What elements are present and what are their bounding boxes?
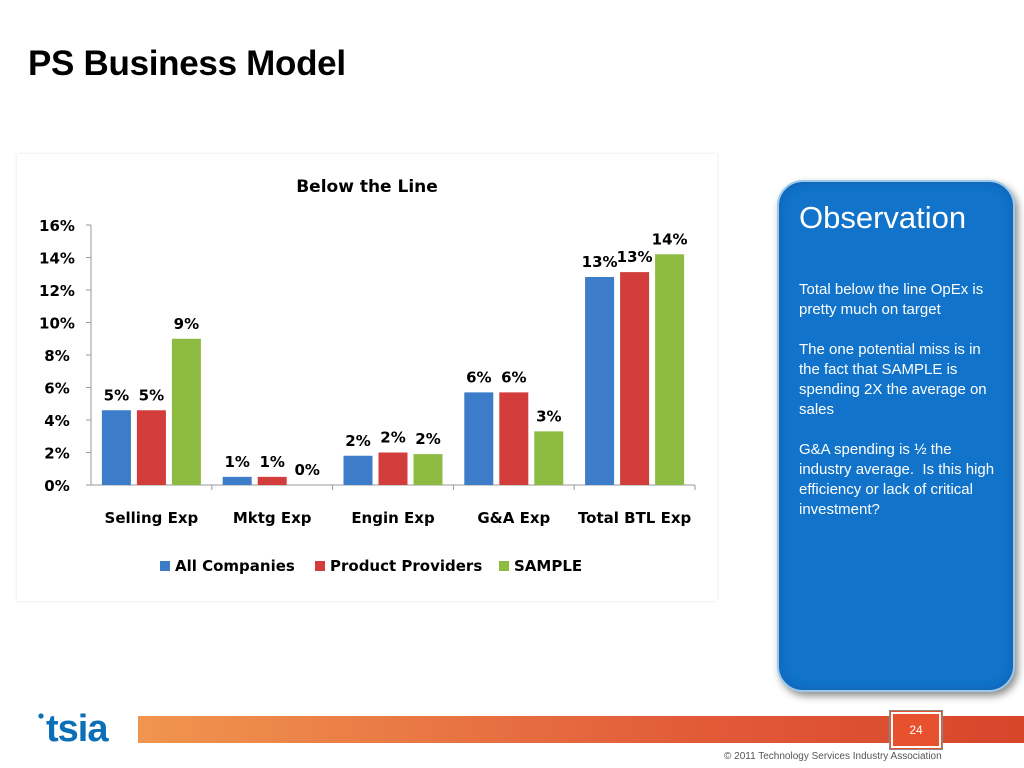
observation-panel: Observation Total below the line OpEx is… — [777, 180, 1015, 692]
data-label: 1% — [224, 453, 249, 471]
data-label: 13% — [582, 253, 618, 271]
x-tick-label: G&A Exp — [477, 509, 550, 527]
slide-title: PS Business Model — [28, 44, 346, 83]
bar — [464, 392, 494, 485]
footer-bar — [138, 716, 1024, 743]
bar — [534, 431, 564, 485]
observation-heading: Observation — [799, 200, 967, 235]
data-label: 5% — [104, 386, 129, 404]
legend-swatch — [160, 561, 170, 571]
bar — [499, 392, 529, 485]
data-label: 0% — [294, 461, 319, 479]
bar — [136, 410, 166, 485]
bar — [101, 410, 131, 485]
bar — [413, 454, 443, 485]
x-tick-label: Mktg Exp — [233, 509, 312, 527]
legend-swatch — [499, 561, 509, 571]
x-tick-label: Engin Exp — [351, 509, 435, 527]
page-number: 24 — [889, 710, 943, 750]
data-label: 1% — [259, 453, 284, 471]
observation-paragraph: Total below the line OpEx is pretty much… — [799, 281, 988, 318]
bar — [378, 452, 408, 485]
bar — [222, 476, 252, 485]
data-label: 6% — [501, 368, 526, 386]
bar — [655, 254, 685, 485]
observation-paragraph: The one potential miss is in the fact th… — [799, 341, 991, 418]
copyright-text: © 2011 Technology Services Industry Asso… — [724, 751, 942, 762]
data-label: 2% — [380, 429, 405, 447]
tsia-logo: tsia — [38, 708, 110, 748]
data-label: 13% — [617, 248, 653, 266]
chart-panel: Below the Line 0% 2% 4% 6% 8% 10% 12% 14% 16% Sel… — [17, 154, 717, 601]
y-tick-label: 4% — [44, 412, 69, 430]
x-tick-label: Selling Exp — [105, 509, 199, 527]
legend-label: Product Providers — [330, 557, 482, 575]
observation-paragraph: G&A spending is ½ the industry average. … — [799, 441, 999, 518]
chart-title: Below the Line — [296, 177, 438, 197]
y-tick-label: 6% — [44, 380, 69, 398]
data-label: 2% — [415, 430, 440, 448]
y-tick-label: 2% — [44, 445, 69, 463]
y-tick-label: 16% — [39, 217, 75, 235]
legend-swatch — [315, 561, 325, 571]
bar — [343, 455, 373, 485]
data-label: 14% — [652, 230, 688, 248]
x-tick-label: Total BTL Exp — [578, 509, 692, 527]
bar — [620, 272, 650, 485]
bar-chart: Below the Line 0% 2% 4% 6% 8% 10% 12% 14% 16% Sel… — [39, 177, 696, 575]
y-tick-label: 10% — [39, 315, 75, 333]
legend-label: All Companies — [175, 557, 295, 575]
y-tick-label: 12% — [39, 282, 75, 300]
data-label: 9% — [174, 315, 199, 333]
data-label: 5% — [139, 386, 164, 404]
y-tick-label: 8% — [44, 347, 69, 365]
y-tick-label: 0% — [44, 477, 69, 495]
bar — [257, 476, 287, 485]
bar — [585, 277, 615, 485]
logo-text: tsia — [46, 708, 109, 748]
y-tick-label: 14% — [39, 250, 75, 268]
data-label: 6% — [466, 368, 491, 386]
legend-label: SAMPLE — [514, 557, 582, 575]
data-label: 3% — [536, 407, 561, 425]
bar — [171, 338, 201, 485]
data-label: 2% — [345, 432, 370, 450]
